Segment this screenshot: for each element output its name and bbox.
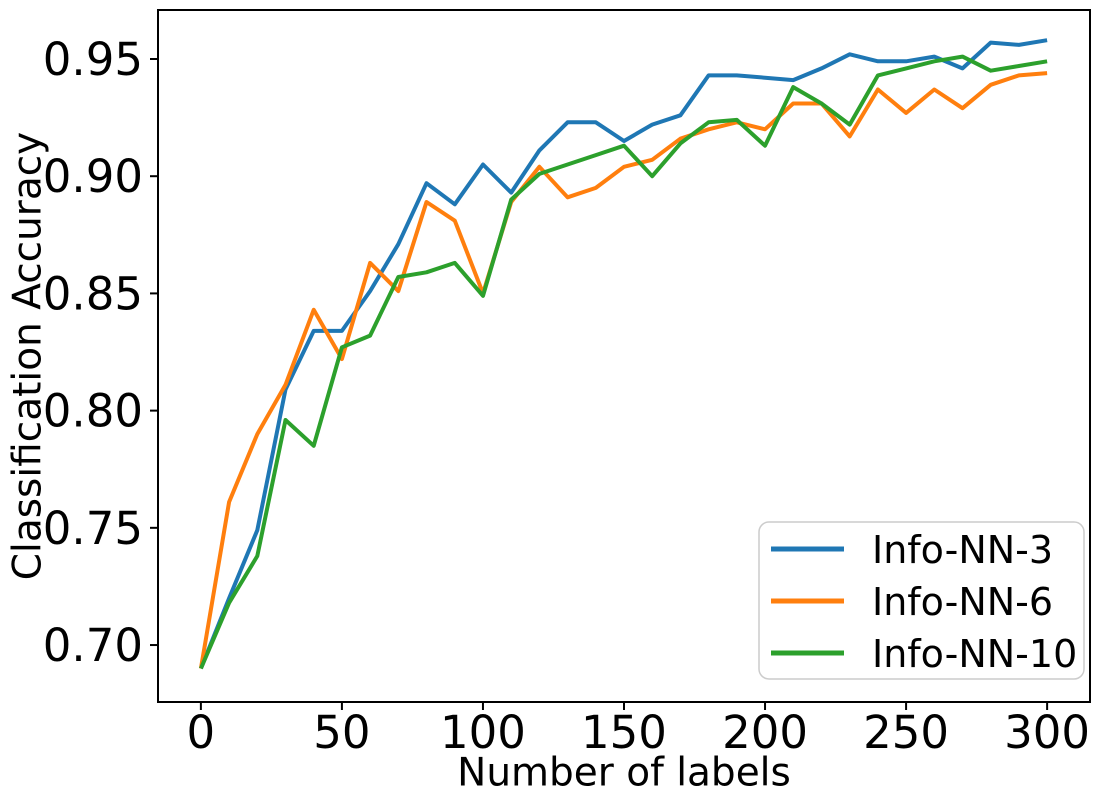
legend-label: Info-NN-6 (872, 580, 1053, 624)
legend-box (758, 521, 1085, 680)
x-tick-label: 200 (722, 706, 808, 759)
legend-label: Info-NN-3 (872, 528, 1053, 572)
y-tick-label: 0.95 (43, 33, 143, 86)
x-tick-label: 150 (581, 706, 667, 759)
x-tick-label: 300 (1004, 706, 1090, 759)
legend: Info-NN-3 Info-NN-6 Info-NN-10 (758, 521, 1085, 680)
x-tick-label: 100 (440, 706, 526, 759)
y-tick-label: 0.80 (43, 385, 143, 438)
y-tick-label: 0.90 (43, 150, 143, 203)
legend-entry-info-nn-10: Info-NN-10 (771, 632, 1077, 676)
x-tick-label: 250 (863, 706, 949, 759)
x-tick-label: 50 (313, 706, 370, 759)
y-tick-label: 0.75 (43, 502, 143, 555)
y-axis-label: Classification Accuracy (5, 131, 51, 581)
series-line-info-nn-10 (199, 54, 1048, 670)
legend-entry-info-nn-3: Info-NN-3 (771, 528, 1053, 572)
series-line-info-nn-6 (198, 71, 1048, 669)
legend-entry-info-nn-6: Info-NN-6 (771, 580, 1053, 624)
legend-label: Info-NN-10 (872, 632, 1077, 676)
y-tick-label: 0.85 (43, 267, 143, 320)
x-tick-label: 0 (187, 706, 216, 759)
y-tick-label: 0.70 (43, 619, 143, 672)
series-line-info-nn-3 (199, 38, 1048, 670)
x-axis-label: Number of labels (457, 750, 791, 796)
